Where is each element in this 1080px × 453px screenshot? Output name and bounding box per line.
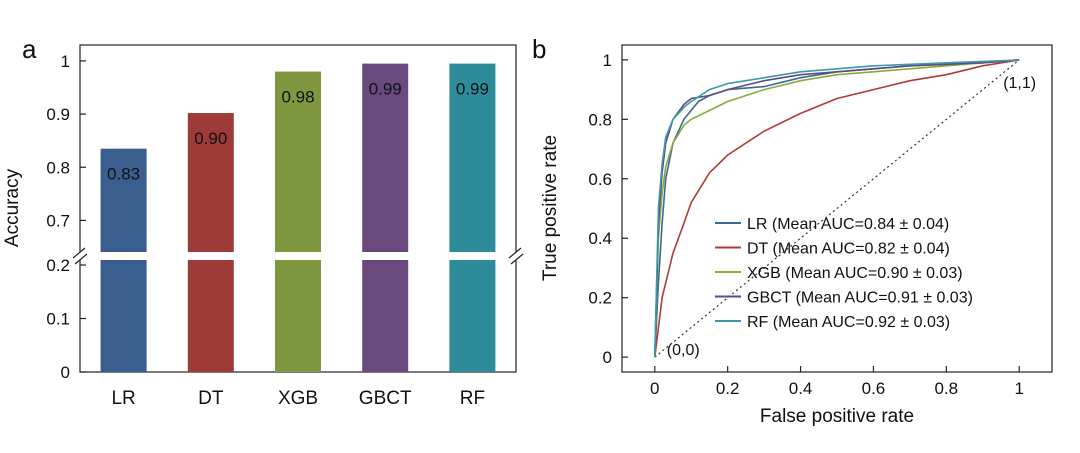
bar-chart-ytick-label: 0.7 [46,211,70,230]
bar-value-label: 0.90 [194,129,227,148]
bar-value-label: 0.99 [456,80,489,99]
bar-category-label: RF [460,388,485,409]
axis-break-mark [72,247,86,259]
bar-chart-ytick-label: 0 [61,363,70,382]
bar-chart-ytick-label: 0.2 [46,256,70,275]
panel-label-a: a [22,34,37,64]
legend-label: DT (Mean AUC=0.82 ± 0.04) [747,241,950,258]
roc-line-2 [654,59,1020,358]
bar-category-label: LR [111,388,135,409]
roc-ytick-label: 1 [603,51,612,70]
axis-break-band [79,252,517,260]
roc-chart-frame [621,44,1053,373]
legend-label: GBCT (Mean AUC=0.91 ± 0.03) [747,290,973,307]
roc-xtick-label: 0.4 [789,379,813,398]
roc-line-1 [654,59,1020,358]
panel-label-b: b [532,34,546,64]
roc-xtick-label: 0 [650,379,659,398]
bar-category-label: GBCT [359,388,412,409]
roc-xtick-label: 1 [1014,379,1023,398]
legend-label: XGB (Mean AUC=0.90 ± 0.03) [747,265,963,282]
bar-value-label: 0.99 [369,80,402,99]
bar-chart-ytick-label: 0.8 [46,158,70,177]
roc-ytick-label: 0.6 [588,170,612,189]
bar-xgb [275,71,321,372]
bar-chart-ytick-label: 0.1 [46,310,70,329]
bar-chart-ylabel: Accuracy [2,168,23,247]
bar-chart-ytick-label: 0.9 [46,105,70,124]
bar-category-label: DT [198,388,224,409]
roc-ytick-label: 0.8 [588,110,612,129]
annotation-origin: (0,0) [667,342,700,359]
roc-xtick-label: 0.8 [935,379,959,398]
bar-rf [449,63,496,373]
annotation-end: (1,1) [1003,75,1036,92]
roc-ytick-label: 0 [603,348,612,367]
chance-line [654,59,1020,358]
bar-chart-ytick-label: 1 [61,52,70,71]
bar-category-label: XGB [278,388,318,409]
axis-break-mark [74,253,88,265]
roc-xtick-label: 0.2 [716,379,740,398]
axis-break-mark [510,253,524,265]
bar-value-label: 0.98 [281,88,314,107]
roc-xtick-label: 0.6 [862,379,886,398]
roc-chart-xlabel: False positive rate [760,406,914,427]
bar-value-label: 0.83 [107,165,140,184]
bar-dt [187,113,234,372]
axis-break-mark [508,247,522,259]
roc-ytick-label: 0.2 [588,289,612,308]
legend-label: RF (Mean AUC=0.92 ± 0.03) [747,314,950,331]
bar-chart: Accuracy 0 0.1 0.2 0.7 0.8 0.9 1 LR DT XGB GBCT RF… [2,44,524,409]
roc-chart-ylabel: True positive rate [540,135,561,281]
bar-gbct [362,63,409,373]
bar-lr [100,148,147,372]
roc-line-4 [654,59,1020,358]
roc-chart: False positive rate True positive rate 0… [540,44,1053,427]
roc-ytick-label: 0.4 [588,229,612,248]
roc-line-3 [654,59,1020,358]
legend-label: LR (Mean AUC=0.84 ± 0.04) [747,216,949,233]
